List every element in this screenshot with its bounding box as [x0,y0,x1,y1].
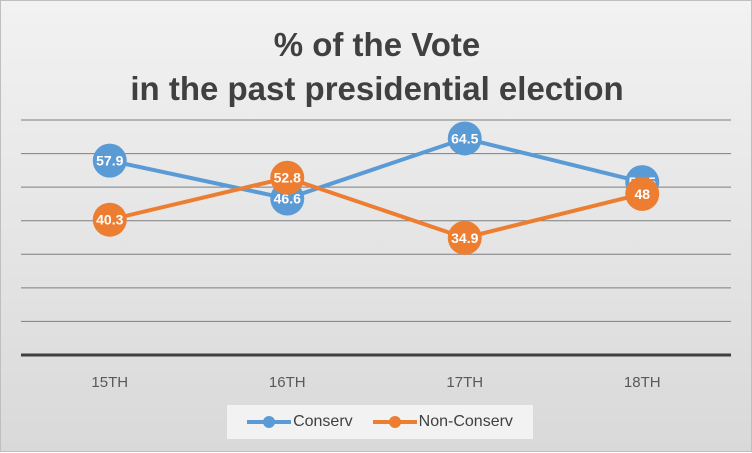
legend-label-conserv: Conserv [293,413,353,430]
legend-item-conserv: Conserv [247,413,353,431]
chart-title-line-2: in the past presidential election [130,70,624,107]
data-label-non-conserv: 48 [634,186,650,202]
data-point-non-conserv [270,160,305,195]
data-label-non-conserv: 40.3 [96,212,123,228]
data-label-non-conserv: 34.9 [451,230,478,246]
x-tick-label: 15TH [91,374,128,391]
chart-title: % of the Vote in the past presidential e… [1,23,752,111]
x-tick-label: 18TH [624,374,661,391]
x-tick-label: 17TH [446,374,483,391]
chart-title-line-1: % of the Vote [273,26,481,63]
data-point-non-conserv [625,176,660,211]
data-label-conserv: 64.5 [451,130,478,146]
data-label-conserv: 46.6 [274,191,301,207]
data-point-conserv [447,121,482,156]
data-label-non-conserv: 52.8 [274,170,301,186]
legend-swatch-non-conserv [372,416,417,428]
data-point-conserv [92,143,127,178]
x-tick-label: 16TH [269,374,306,391]
data-label-conserv: 57.9 [96,153,123,169]
legend-item-non-conserv: Non-Conserv [372,413,513,431]
series-line-conserv [109,136,643,201]
data-point-non-conserv [92,202,127,237]
legend: Conserv Non-Conserv [227,405,533,439]
data-point-non-conserv [447,220,482,255]
legend-swatch-conserv [247,416,292,428]
series-line-non-conserv [109,175,643,240]
legend-label-non-conserv: Non-Conserv [418,413,513,430]
